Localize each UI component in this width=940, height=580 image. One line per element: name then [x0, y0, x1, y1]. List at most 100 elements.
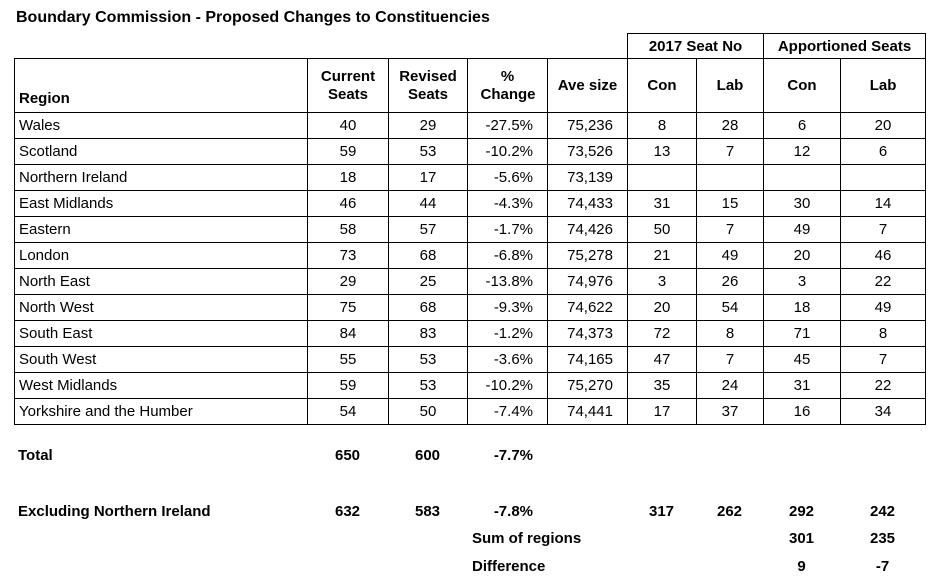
cell-ave-size: 73,526: [547, 138, 628, 165]
col-header-revised-seats: Revised Seats: [388, 58, 468, 113]
cell-revised-seats: 25: [388, 268, 468, 295]
cell-lab-apportioned: 20: [840, 112, 927, 139]
col-header-con-2017: Con: [627, 58, 697, 113]
cell-current-seats: 59: [307, 138, 389, 165]
cell-ave-size: 74,622: [547, 294, 628, 321]
cell-lab-apportioned: 34: [840, 398, 927, 425]
spacer-cell: [696, 441, 763, 469]
spacer-cell: [840, 441, 925, 469]
cell-con-apportioned: 49: [763, 216, 842, 243]
cell-con-apportioned: 71: [763, 320, 842, 347]
table-row: East Midlands 46 44 -4.3% 74,433 31 15 3…: [14, 190, 927, 217]
cell-con-2017: 50: [627, 216, 697, 243]
summary-sum-of-regions-row: Sum of regions 301 235: [14, 525, 925, 552]
col-header-ave-size: Ave size: [547, 58, 628, 113]
cell-ave-size: 74,165: [547, 346, 628, 373]
cell-region: Eastern: [14, 216, 308, 243]
cell-lab-apportioned: 46: [840, 242, 927, 269]
cell-lab-2017: 28: [695, 112, 765, 139]
spacer-cell: [627, 525, 696, 552]
spacer-cell: [627, 552, 696, 580]
cell-con-apportioned: 20: [763, 242, 842, 269]
col-header-lab-apportioned: Lab: [840, 58, 927, 113]
summary-excluding-label: Excluding Northern Ireland: [18, 502, 211, 520]
col-header-pct-change-text: % Change: [480, 67, 536, 103]
cell-region: South West: [14, 346, 308, 373]
cell-revised-seats: 53: [388, 346, 468, 373]
page: Boundary Commission - Proposed Changes t…: [0, 7, 940, 580]
constituency-table: 2017 Seat No Apportioned Seats Region Cu…: [14, 33, 927, 425]
cell-con-2017: 21: [627, 242, 697, 269]
cell-pct-change: -1.2%: [467, 320, 548, 347]
spacer-cell: [763, 441, 840, 469]
cell-current-seats: 55: [307, 346, 389, 373]
col-header-con-apportioned: Con: [763, 58, 842, 113]
cell-lab-2017: 24: [695, 372, 765, 399]
cell-region: West Midlands: [14, 372, 308, 399]
page-title: Boundary Commission - Proposed Changes t…: [16, 9, 490, 26]
cell-revised-seats: 50: [388, 398, 468, 425]
cell-con-2017: 47: [627, 346, 697, 373]
summary-total-pct: -7.7%: [493, 446, 533, 464]
cell-current-seats: 73: [307, 242, 389, 269]
summary-sum-of-regions-con-apportioned: 301: [788, 530, 815, 547]
cell-region: Scotland: [14, 138, 308, 165]
cell-lab-2017: 15: [695, 190, 765, 217]
cell-current-seats: 40: [307, 112, 389, 139]
cell-lab-apportioned: 49: [840, 294, 927, 321]
band-header-row: 2017 Seat No Apportioned Seats: [15, 33, 927, 59]
col-header-region: Region: [14, 58, 308, 113]
cell-current-seats: 46: [307, 190, 389, 217]
summary-sum-of-regions-lab-apportioned: 235: [869, 530, 896, 547]
cell-revised-seats: 17: [388, 164, 468, 191]
cell-region: Northern Ireland: [14, 164, 308, 191]
summary-difference-con-apportioned: 9: [797, 557, 806, 575]
cell-lab-apportioned: 14: [840, 190, 927, 217]
spacer-cell: [547, 441, 627, 469]
cell-current-seats: 59: [307, 372, 389, 399]
cell-revised-seats: 53: [388, 138, 468, 165]
cell-con-2017: 72: [627, 320, 697, 347]
summary-excluding-pct: -7.8%: [493, 502, 533, 520]
cell-con-apportioned: 16: [763, 398, 842, 425]
cell-current-seats: 18: [307, 164, 389, 191]
spacer-cell: [14, 552, 307, 580]
spacer-cell: [307, 525, 388, 552]
cell-ave-size: 74,433: [547, 190, 628, 217]
cell-lab-2017: [695, 164, 765, 191]
summary-difference-row: Difference 9 -7: [14, 552, 925, 580]
cell-current-seats: 54: [307, 398, 389, 425]
cell-con-2017: 13: [627, 138, 697, 165]
summary-excluding-con-2017: 317: [648, 502, 675, 520]
cell-ave-size: 75,270: [547, 372, 628, 399]
cell-region: Wales: [14, 112, 308, 139]
cell-pct-change: -5.6%: [467, 164, 548, 191]
cell-lab-apportioned: 22: [840, 268, 927, 295]
column-header-row: Region Current Seats Revised Seats % Cha…: [14, 58, 927, 113]
summary-excluding-lab-apportioned: 242: [869, 502, 896, 520]
band-header-apportioned-seats: Apportioned Seats: [763, 33, 927, 59]
table-row: North East 29 25 -13.8% 74,976 3 26 3 22: [14, 268, 927, 295]
table-row: Wales 40 29 -27.5% 75,236 8 28 6 20: [14, 112, 927, 139]
cell-con-apportioned: 6: [763, 112, 842, 139]
cell-pct-change: -13.8%: [467, 268, 548, 295]
cell-con-2017: 35: [627, 372, 697, 399]
cell-pct-change: -6.8%: [467, 242, 548, 269]
summary-sum-of-regions-label: Sum of regions: [472, 530, 582, 547]
summary-excluding-row: Excluding Northern Ireland 632 583 -7.8%…: [14, 497, 925, 525]
spacer-cell: [14, 469, 925, 497]
table-row: South East 84 83 -1.2% 74,373 72 8 71 8: [14, 320, 927, 347]
cell-con-2017: 3: [627, 268, 697, 295]
cell-con-apportioned: 18: [763, 294, 842, 321]
cell-lab-apportioned: 7: [840, 346, 927, 373]
cell-con-apportioned: 45: [763, 346, 842, 373]
summary-excluding-current: 632: [334, 502, 361, 520]
cell-pct-change: -7.4%: [467, 398, 548, 425]
cell-con-2017: 17: [627, 398, 697, 425]
cell-region: Yorkshire and the Humber: [14, 398, 308, 425]
table-row: Northern Ireland 18 17 -5.6% 73,139: [14, 164, 927, 191]
cell-pct-change: -10.2%: [467, 138, 548, 165]
cell-con-2017: 20: [627, 294, 697, 321]
table-row: Eastern 58 57 -1.7% 74,426 50 7 49 7: [14, 216, 927, 243]
summary-excluding-con-apportioned: 292: [788, 502, 815, 520]
